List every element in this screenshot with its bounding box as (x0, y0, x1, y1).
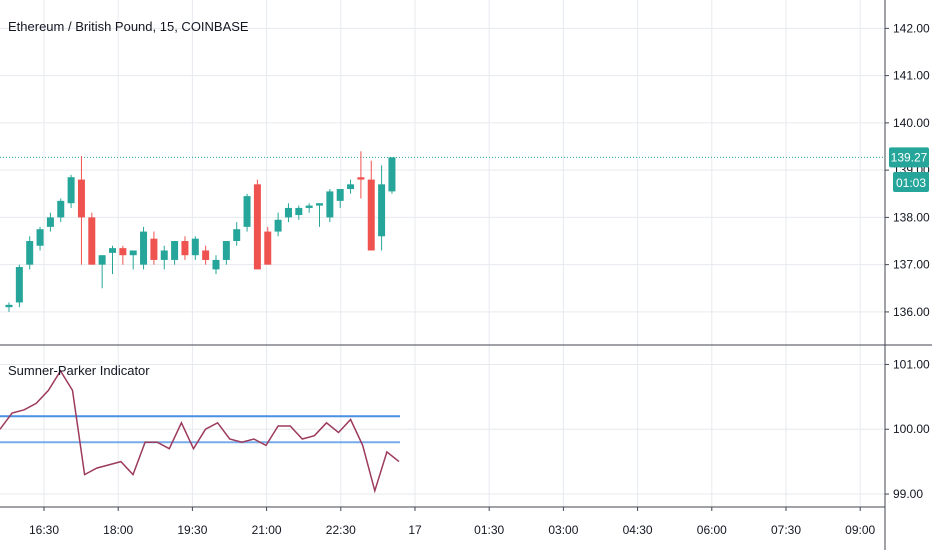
time-tick-label: 04:30 (623, 523, 653, 537)
candle-body (284, 207, 292, 218)
candle-body (109, 248, 116, 253)
price-tick-label: 140.00 (893, 116, 930, 130)
time-tick-label: 21:00 (252, 523, 282, 537)
candle-body (253, 184, 261, 270)
candle-body (388, 157, 396, 192)
countdown-badge-bg (893, 172, 929, 192)
time-axis[interactable]: 16:30 18:00 19:30 21:00 22:30 17 01:30 03:00 04:… (29, 507, 876, 537)
price-tick-label: 138.00 (893, 210, 930, 224)
chart-title: Ethereum / British Pound, 15, COINBASE (8, 19, 249, 34)
candle-body (336, 189, 344, 201)
candle-body (305, 205, 313, 208)
price-axis[interactable]: 136.00137.00138.00139.00140.00141.00142.… (885, 21, 930, 319)
candle-body (367, 179, 375, 251)
candle-body (316, 203, 323, 206)
indicator-series (0, 369, 400, 494)
candle-body (202, 250, 210, 260)
time-tick-label: 01:30 (474, 523, 504, 537)
candle-body (295, 207, 303, 216)
indicator-axis[interactable]: 99.00 100.00 101.00 (885, 357, 930, 501)
time-tick-label: 18:00 (103, 523, 133, 537)
time-tick-label: 09:00 (845, 523, 875, 537)
candle-body (150, 238, 158, 260)
time-tick-label: 17 (408, 523, 422, 537)
candle-body (181, 241, 189, 256)
candle-body (26, 241, 34, 265)
candlestick-series (5, 151, 396, 312)
candle-body (88, 217, 96, 265)
price-tick-label: 141.00 (893, 69, 930, 83)
candle-body (378, 184, 386, 237)
candle-body (15, 267, 23, 303)
time-tick-label: 19:30 (177, 523, 207, 537)
time-tick-label: 16:30 (29, 523, 59, 537)
last-price-label: 139.27 (891, 150, 928, 164)
candle-body (57, 200, 65, 218)
price-tick-label: 137.00 (893, 258, 930, 272)
indicator-tick-label: 99.00 (893, 487, 923, 501)
candle-body (119, 248, 127, 256)
candle-body (212, 259, 220, 270)
candle-body (274, 219, 282, 232)
candle-body (77, 179, 85, 218)
candle-body (36, 229, 44, 246)
candle-body (233, 229, 241, 242)
last-price-badge-bg (889, 147, 929, 168)
time-tick-label: 07:30 (771, 523, 801, 537)
candle-body (264, 231, 272, 265)
candle-body (160, 250, 168, 260)
candle-body (5, 304, 13, 308)
indicator-tick-label: 100.00 (893, 422, 930, 436)
candle-body (171, 241, 179, 260)
candle-body (46, 217, 54, 227)
countdown-label: 01:03 (896, 176, 926, 190)
price-tick-label: 142.00 (893, 21, 930, 35)
grid (0, 0, 885, 507)
price-tick-label: 136.00 (893, 305, 930, 319)
candle-body (98, 255, 106, 265)
indicator-title: Sumner-Parker Indicator (8, 363, 150, 378)
candle-body (243, 196, 251, 227)
candle-body (140, 231, 148, 265)
candle-body (347, 184, 355, 190)
candle-body (129, 250, 137, 256)
last-price-badge: 139.27 01:03 (889, 147, 929, 192)
indicator-tick-label: 101.00 (893, 357, 930, 371)
time-tick-label: 06:00 (697, 523, 727, 537)
time-tick-label: 03:00 (548, 523, 578, 537)
candle-body (326, 191, 334, 218)
time-tick-label: 22:30 (326, 523, 356, 537)
oscillator-line (0, 369, 400, 494)
candle-body (357, 177, 365, 180)
candle-body (191, 238, 199, 256)
candle-body (222, 241, 230, 260)
candle-body (67, 177, 75, 204)
